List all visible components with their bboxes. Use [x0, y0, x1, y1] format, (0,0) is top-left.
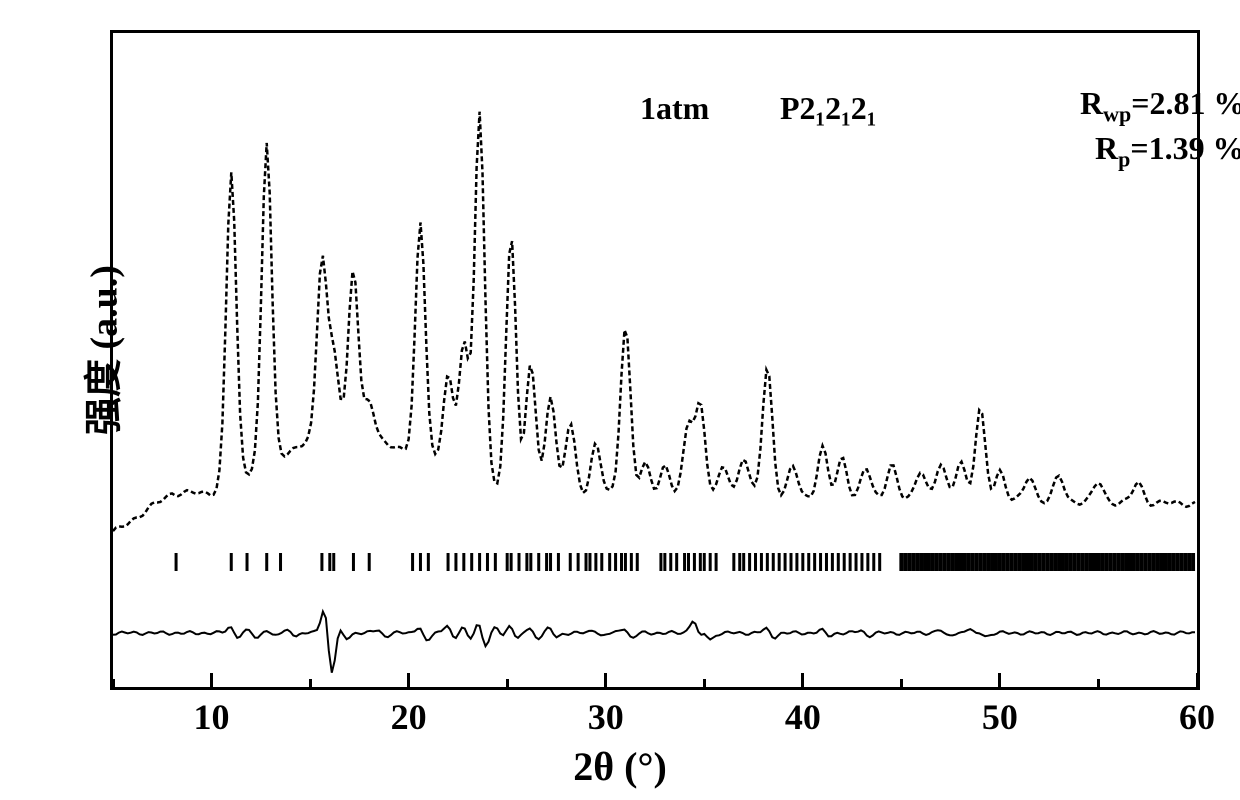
chart-annotation: 1atm [640, 90, 709, 127]
x-tick-label: 40 [785, 696, 821, 738]
plot-area [110, 30, 1200, 690]
x-tick-major [210, 673, 213, 687]
difference-curve [113, 612, 1195, 673]
x-tick-major [407, 673, 410, 687]
x-tick-label: 20 [391, 696, 427, 738]
x-tick-minor [703, 679, 706, 687]
x-axis-label: 2θ (°) [573, 743, 667, 790]
x-tick-label: 50 [982, 696, 1018, 738]
x-tick-major [801, 673, 804, 687]
observed-pattern [113, 112, 1195, 531]
x-tick-major [1196, 673, 1199, 687]
x-tick-label: 30 [588, 696, 624, 738]
chart-annotation: Rwp=2.81 % [1080, 85, 1240, 127]
chart-annotation: Rp=1.39 % [1095, 130, 1240, 172]
x-tick-minor [1097, 679, 1100, 687]
x-tick-minor [506, 679, 509, 687]
x-tick-major [604, 673, 607, 687]
x-tick-minor [309, 679, 312, 687]
x-tick-label: 60 [1179, 696, 1215, 738]
x-tick-major [998, 673, 1001, 687]
chart-annotation: P2₁2₁2₁ [780, 90, 876, 127]
xrd-chart: 强度 (a.u.) 102030405060 2θ (°) 1atmP2₁2₁2… [0, 0, 1240, 800]
x-tick-minor [900, 679, 903, 687]
x-tick-minor [112, 679, 115, 687]
xrd-plot-svg [113, 33, 1197, 687]
x-tick-label: 10 [194, 696, 230, 738]
